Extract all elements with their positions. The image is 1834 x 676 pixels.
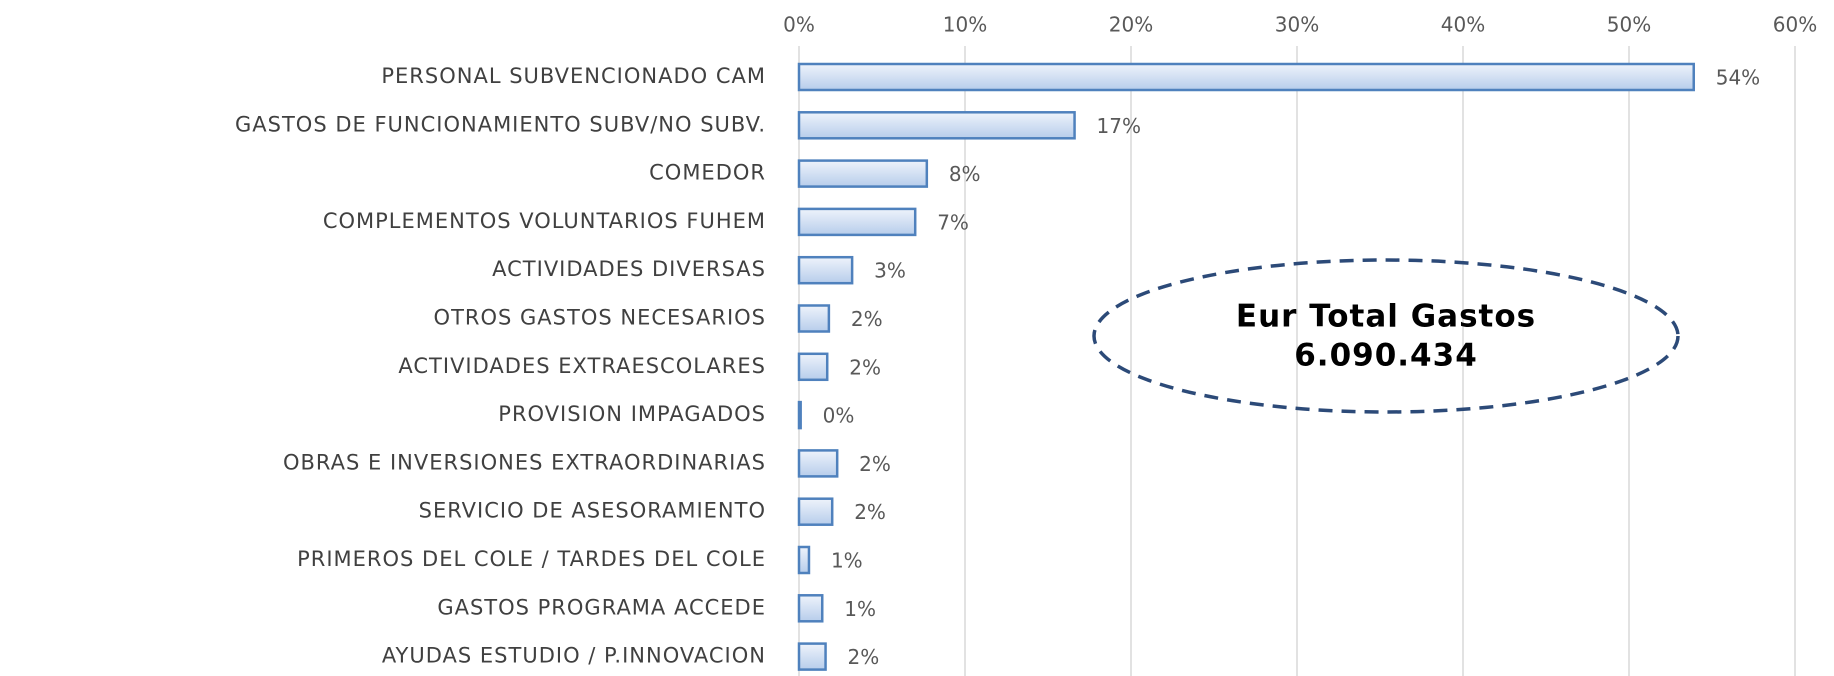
value-label: 7% [937, 210, 969, 234]
value-label: 54% [1716, 66, 1760, 90]
bar [797, 497, 834, 526]
bar [797, 255, 854, 285]
category-label: COMPLEMENTOS VOLUNTARIOS FUHEM [323, 209, 766, 233]
category-label: GASTOS PROGRAMA ACCEDE [437, 595, 766, 619]
value-label: 0% [823, 404, 855, 428]
category-label: PERSONAL SUBVENCIONADO CAM [381, 64, 766, 88]
x-tick-label: 10% [943, 13, 987, 37]
bar [797, 449, 839, 478]
category-label: OBRAS E INVERSIONES EXTRAORDINARIAS [283, 450, 766, 474]
bar [797, 400, 802, 430]
value-label: 17% [1097, 114, 1141, 138]
bar [797, 207, 917, 237]
bar [797, 159, 929, 188]
value-label: 2% [854, 500, 886, 524]
category-label: PRIMEROS DEL COLE / TARDES DEL COLE [297, 547, 766, 571]
x-tick-label: 60% [1773, 13, 1817, 37]
category-label: AYUDAS ESTUDIO / P.INNOVACION [382, 644, 766, 668]
category-label: PROVISION IMPAGADOS [498, 402, 766, 426]
annotation-ellipse [1092, 258, 1680, 414]
category-label: COMEDOR [649, 161, 766, 185]
bar [797, 594, 824, 623]
category-label: GASTOS DE FUNCIONAMIENTO SUBV/NO SUBV. [235, 112, 766, 136]
x-tick-label: 30% [1275, 13, 1319, 37]
value-label: 8% [949, 162, 981, 186]
value-label: 3% [874, 259, 906, 283]
category-label: ACTIVIDADES DIVERSAS [492, 257, 766, 281]
value-label: 1% [844, 597, 876, 621]
bar [797, 545, 811, 575]
category-label: SERVICIO DE ASESORAMIENTO [419, 499, 766, 523]
bar [797, 62, 1695, 92]
x-tick-label: 20% [1109, 13, 1153, 37]
value-label: 2% [859, 452, 891, 476]
bar [797, 352, 829, 382]
annotation: Eur Total Gastos [1236, 299, 1536, 335]
annotation: 6.090.434 [1294, 338, 1478, 374]
category-label: OTROS GASTOS NECESARIOS [434, 306, 766, 330]
value-label: 1% [831, 549, 863, 573]
bar [797, 111, 1076, 140]
category-label: ACTIVIDADES EXTRAESCOLARES [398, 354, 766, 378]
x-tick-label: 0% [783, 13, 815, 37]
value-label: 2% [849, 355, 881, 379]
value-label: 2% [848, 645, 880, 669]
x-tick-label: 50% [1607, 13, 1651, 37]
bar [797, 642, 827, 671]
value-label: 2% [851, 307, 883, 331]
bar [797, 304, 831, 333]
x-tick-label: 40% [1441, 13, 1485, 37]
